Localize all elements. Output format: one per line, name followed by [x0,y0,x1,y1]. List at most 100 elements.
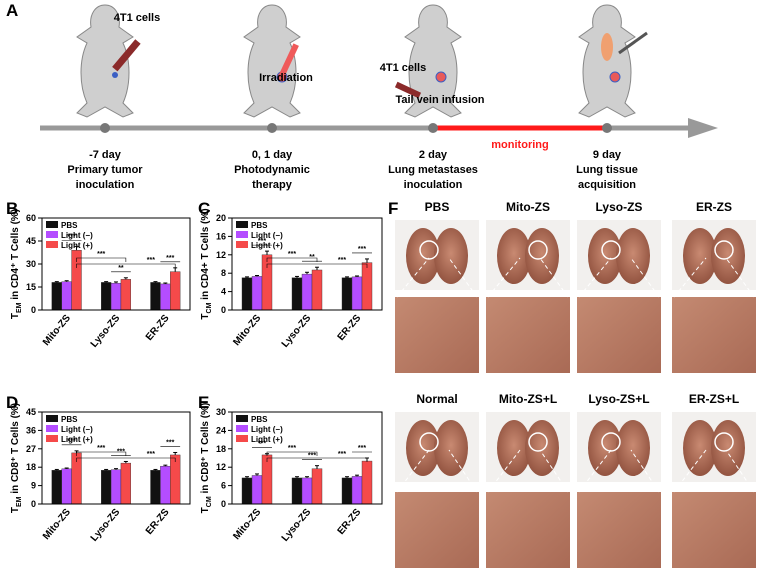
legend-label: Light (+) [251,435,283,444]
legend-swatch [46,415,58,422]
zoom-circle [528,432,548,452]
y-tick-label: 4 [221,287,226,297]
y-tick-label: 36 [26,425,36,435]
significance: *** [258,441,266,448]
callout: 4T1 cells [380,62,426,74]
significance: *** [166,439,174,446]
legend-swatch [236,231,248,238]
sig-bracket [76,451,127,456]
zoom-circle [419,432,439,452]
plot-frame [231,217,383,311]
legend-label: Light (+) [61,241,93,250]
bar [251,475,263,505]
zoom-photo [486,297,570,373]
x-tick-label: Mito-ZS [231,507,263,542]
legend-label: Light (−) [251,231,283,240]
bar [160,465,171,505]
bar [100,470,112,505]
zoom-photo [395,492,479,568]
y-tick-label: 60 [26,213,36,223]
y-tick-label: 8 [221,268,226,278]
legend-swatch [46,231,58,238]
monitoring-label: monitoring [491,139,548,151]
significance: *** [258,238,266,245]
legend-label: PBS [251,415,268,424]
bar [261,454,273,505]
bar [150,470,161,505]
x-tick-label: Lyso-ZS [280,313,314,350]
panel-label: A [6,1,18,20]
photo-label: PBS [425,200,450,214]
callout: 4T1 cells [114,12,160,24]
photo-label: Lyso-ZS+L [588,392,649,406]
zoom-circle [601,432,621,452]
bar [301,273,313,311]
lung-right [616,228,650,284]
legend-label: Light (−) [251,425,283,434]
bar [61,468,72,505]
step-text: Lung metastases [388,164,478,176]
lung-right [711,228,745,284]
legend-swatch [46,241,58,248]
bar [110,282,122,311]
bar [291,477,303,505]
significance: *** [288,445,296,452]
photo-label: Normal [416,392,457,406]
bar [120,279,132,311]
zoom-guide [487,449,569,493]
step-text: Lung tissue [576,164,638,176]
legend-swatch [236,435,248,442]
y-axis-label: TEM in CD4⁺ T Cells (%) [10,209,23,319]
y-tick-label: 45 [26,407,36,417]
lung-left [497,228,531,284]
step-day: 2 day [419,149,448,161]
sig-bracket [76,457,176,462]
y-label-sub: EM [16,496,23,507]
plot-frame [41,217,191,311]
lung-left [683,420,717,476]
bar [241,477,253,505]
x-tick-label: Lyso-ZS [280,507,314,544]
bar [351,476,363,505]
y-tick-label: 24 [216,425,226,435]
y-tick-label: 16 [216,231,226,241]
timeline-dot [267,123,277,133]
significance: *** [338,451,346,458]
panel-label: C [198,199,210,218]
significance: *** [338,257,346,264]
zoom-guide [673,257,755,298]
sig-bracket [266,457,368,462]
timeline [40,118,718,138]
y-tick-label: 0 [31,499,36,509]
bar [341,477,353,505]
zoom-guide [673,449,755,493]
y-tick-label: 0 [221,305,226,315]
zoom-guide [487,257,569,298]
y-tick-label: 27 [26,444,36,454]
y-tick-label: 0 [31,305,36,315]
y-label-sub: CM [206,496,213,507]
photo-label: Lyso-ZS [596,200,643,214]
bar [170,454,181,505]
zoom-photo [672,297,756,373]
panel-label: F [388,199,398,218]
y-tick-label: 45 [26,236,36,246]
bar [170,271,181,311]
photo-label: Mito-ZS [506,200,550,214]
y-axis-label: TCM in CD4+ T Cells (%) [200,208,213,319]
significance: *** [288,251,296,258]
zoom-circle [714,240,734,260]
bar [120,462,132,505]
significance: *** [358,246,366,253]
significance: *** [308,453,316,460]
y-tick-label: 0 [221,499,226,509]
zoom-circle [419,240,439,260]
legend-label: Light (+) [61,435,93,444]
y-label-main: T [10,507,21,513]
step-day: 0, 1 day [252,149,293,161]
significance: *** [68,438,76,445]
zoom-circle [601,240,621,260]
significance: *** [97,251,105,258]
